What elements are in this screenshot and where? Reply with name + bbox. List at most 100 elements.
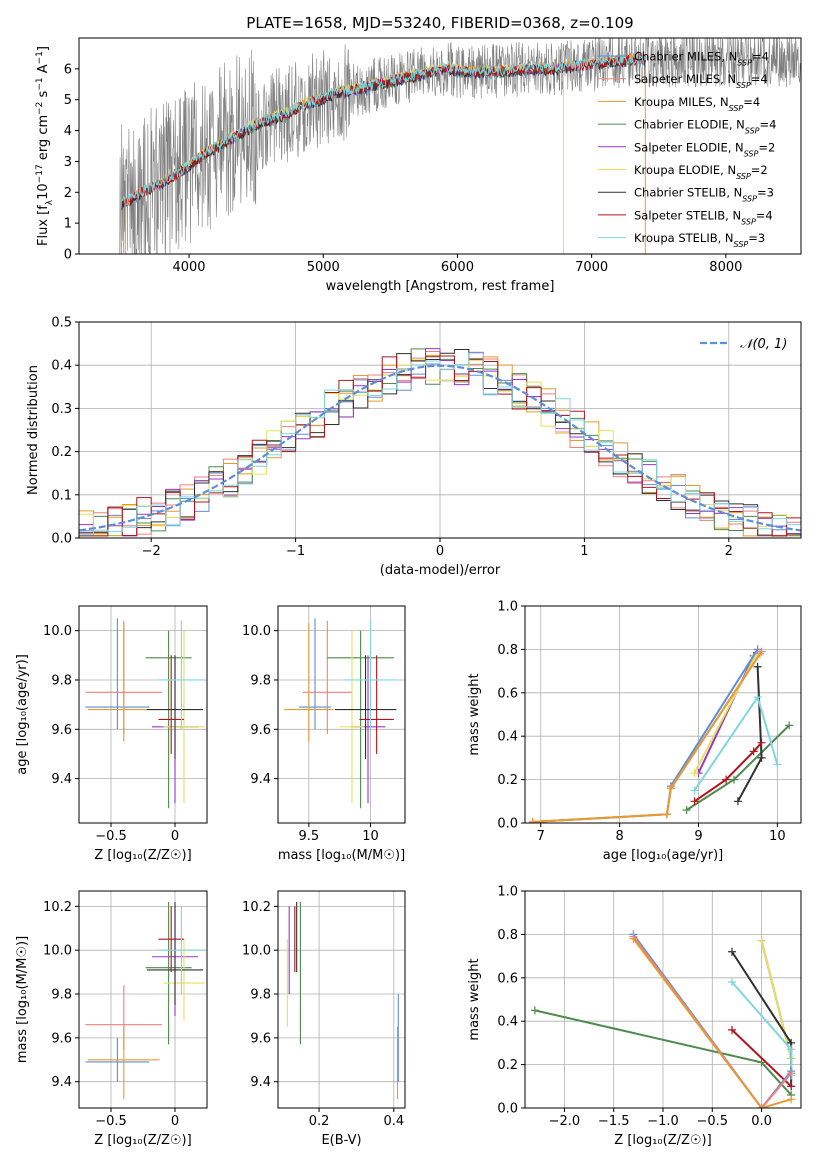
x-tick-label: −1: [286, 544, 305, 559]
y-tick-label: 10.0: [43, 624, 72, 639]
y-tick-label: 9.6: [51, 723, 72, 738]
plot-area: [85, 618, 205, 809]
residual-histogram-kroupa_elodie: [79, 358, 801, 537]
legend-entry: Kroupa STELIB, NSSP=3: [634, 231, 765, 249]
plot-area: [528, 645, 794, 823]
observed-spectrum: [119, 38, 801, 254]
x-tick-label: 9: [694, 829, 702, 844]
y-tick-label: 0.4: [497, 1015, 518, 1030]
figure-title: PLATE=1658, MJD=53240, FIBERID=0368, z=0…: [246, 14, 633, 32]
x-axis-label: E(B-V): [321, 1133, 361, 1148]
y-tick-label: 0.8: [497, 928, 518, 943]
y-axis-label: mass [log₁₀(M/M☉)]: [15, 936, 30, 1063]
plot-area: [286, 901, 399, 1100]
weight-marker-kroupa_stelib: [787, 1045, 796, 1054]
y-tick-label: 0: [64, 248, 72, 263]
model-spectrum-kroupa_stelib: [121, 53, 646, 206]
weight-marker-kroupa_miles: [629, 934, 638, 943]
y-tick-label: 6: [64, 62, 72, 77]
y-tick-label: 9.4: [250, 772, 271, 787]
weight-marker-chabrier_elodie: [682, 805, 691, 814]
weight-line-kroupa_miles: [632, 938, 792, 1108]
x-tick-label: 2: [725, 544, 733, 559]
x-axis-label: age [log₁₀(age/yr)]: [603, 848, 724, 863]
y-axis-label: Normed distribution: [26, 365, 41, 495]
x-tick-label: 10: [769, 829, 786, 844]
x-tick-label: −0.5: [95, 1114, 127, 1129]
plot-area: [530, 930, 796, 1108]
legend-entry: Kroupa ELODIE, NSSP=2: [634, 163, 768, 181]
weight-line-salpeter_stelib: [693, 742, 763, 803]
y-tick-label: 9.8: [250, 673, 271, 688]
weight-marker-chabrier_elodie: [530, 1006, 539, 1015]
legend-entry: 𝒩(0, 1): [740, 337, 787, 352]
x-tick-label: −2.0: [549, 1114, 581, 1129]
x-tick-label: 7000: [575, 260, 608, 275]
y-tick-label: 0.4: [497, 730, 518, 745]
x-tick-label: −1.0: [647, 1114, 679, 1129]
y-tick-label: 1.0: [497, 600, 518, 615]
x-tick-label: 0.4: [383, 1114, 404, 1129]
weight-marker-salpeter_miles: [787, 1069, 796, 1078]
legend: Chabrier MILES, NSSP=4 Salpeter MILES, NS…: [598, 50, 776, 249]
x-tick-label: 0: [171, 829, 179, 844]
y-tick-label: 10.0: [242, 944, 271, 959]
legend-entry: Salpeter STELIB, NSSP=4: [634, 208, 773, 226]
x-tick-label: 9.5: [298, 829, 319, 844]
weight-marker-kroupa_stelib: [690, 786, 699, 795]
y-tick-label: 10.2: [242, 900, 271, 915]
weight-marker-salpeter_stelib: [728, 1025, 736, 1034]
y-tick-label: 9.8: [51, 988, 72, 1003]
normal-curve: [79, 364, 801, 532]
weight-marker-chabrier_stelib: [757, 753, 766, 762]
weight-marker-salpeter_stelib: [757, 738, 766, 747]
weight-marker-kroupa_miles: [528, 817, 537, 823]
y-tick-label: 9.4: [51, 1075, 72, 1090]
y-tick-label: 5: [64, 93, 72, 108]
weight-marker-chabrier_elodie: [785, 721, 794, 730]
axes-frame: [78, 890, 208, 1109]
weight-marker-salpeter_stelib: [722, 775, 731, 784]
weight-marker-kroupa_stelib: [773, 760, 782, 769]
weight-marker-kroupa_miles: [662, 810, 671, 819]
x-tick-label: 8: [615, 829, 623, 844]
y-tick-label: 1.0: [497, 885, 518, 900]
y-tick-label: 3: [64, 155, 72, 170]
x-tick-label: 0: [436, 544, 444, 559]
y-tick-label: 0.3: [51, 402, 72, 417]
weight-marker-salpeter_stelib: [690, 797, 699, 806]
y-tick-label: 9.4: [51, 772, 72, 787]
chart-mass-weight-vs-age: 7 8 9 10 0.0 0.2 0.4 0.6 0.8 1.0 age [log₁₀(age/yr…: [467, 600, 802, 863]
weight-line-salpeter_stelib: [731, 1029, 792, 1088]
y-tick-label: 9.6: [250, 723, 271, 738]
y-tick-label: 10.0: [242, 624, 271, 639]
weight-marker-kroupa_stelib: [753, 693, 762, 702]
y-axis-label: Flux [fλ10−17 erg cm−2 s−1 A−1]: [35, 46, 55, 246]
y-tick-label: 10.2: [43, 900, 72, 915]
weight-marker-chabrier_stelib: [733, 797, 742, 806]
chart-age-vs-mass: 9.5 10 9.4 9.6 9.8 10.0 mass [log₁₀(M/M☉)]: [242, 605, 406, 863]
chart-mass-vs-metallicity: −0.5 0 9.4 9.6 9.8 10.0 10.2 Z [log₁₀(Z/Z☉)] mas…: [15, 890, 208, 1148]
y-tick-label: 2: [64, 186, 72, 201]
y-tick-label: 0.2: [51, 445, 72, 460]
x-tick-label: −0.5: [95, 829, 127, 844]
x-axis-label: Z [log₁₀(Z/Z☉)]: [94, 1133, 191, 1148]
x-tick-label: 0.2: [309, 1114, 330, 1129]
x-tick-label: 5000: [307, 260, 340, 275]
y-tick-label: 0.6: [497, 686, 518, 701]
x-tick-label: −1.5: [598, 1114, 630, 1129]
axes-frame: [277, 605, 406, 824]
x-tick-label: 8000: [709, 260, 742, 275]
weight-marker-chabrier_elodie: [729, 775, 738, 784]
y-tick-label: 1: [64, 217, 72, 232]
y-tick-label: 9.6: [51, 1031, 72, 1046]
x-tick-label: −0.5: [696, 1114, 728, 1129]
y-tick-label: 0.8: [497, 643, 518, 658]
x-tick-label: 10: [362, 829, 379, 844]
axes-frame: [78, 37, 802, 255]
weight-line-kroupa_miles: [532, 653, 761, 823]
weight-line-kroupa_elodie: [760, 940, 793, 1059]
plot-area: [284, 618, 398, 809]
weight-marker-chabrier_stelib: [728, 947, 736, 956]
